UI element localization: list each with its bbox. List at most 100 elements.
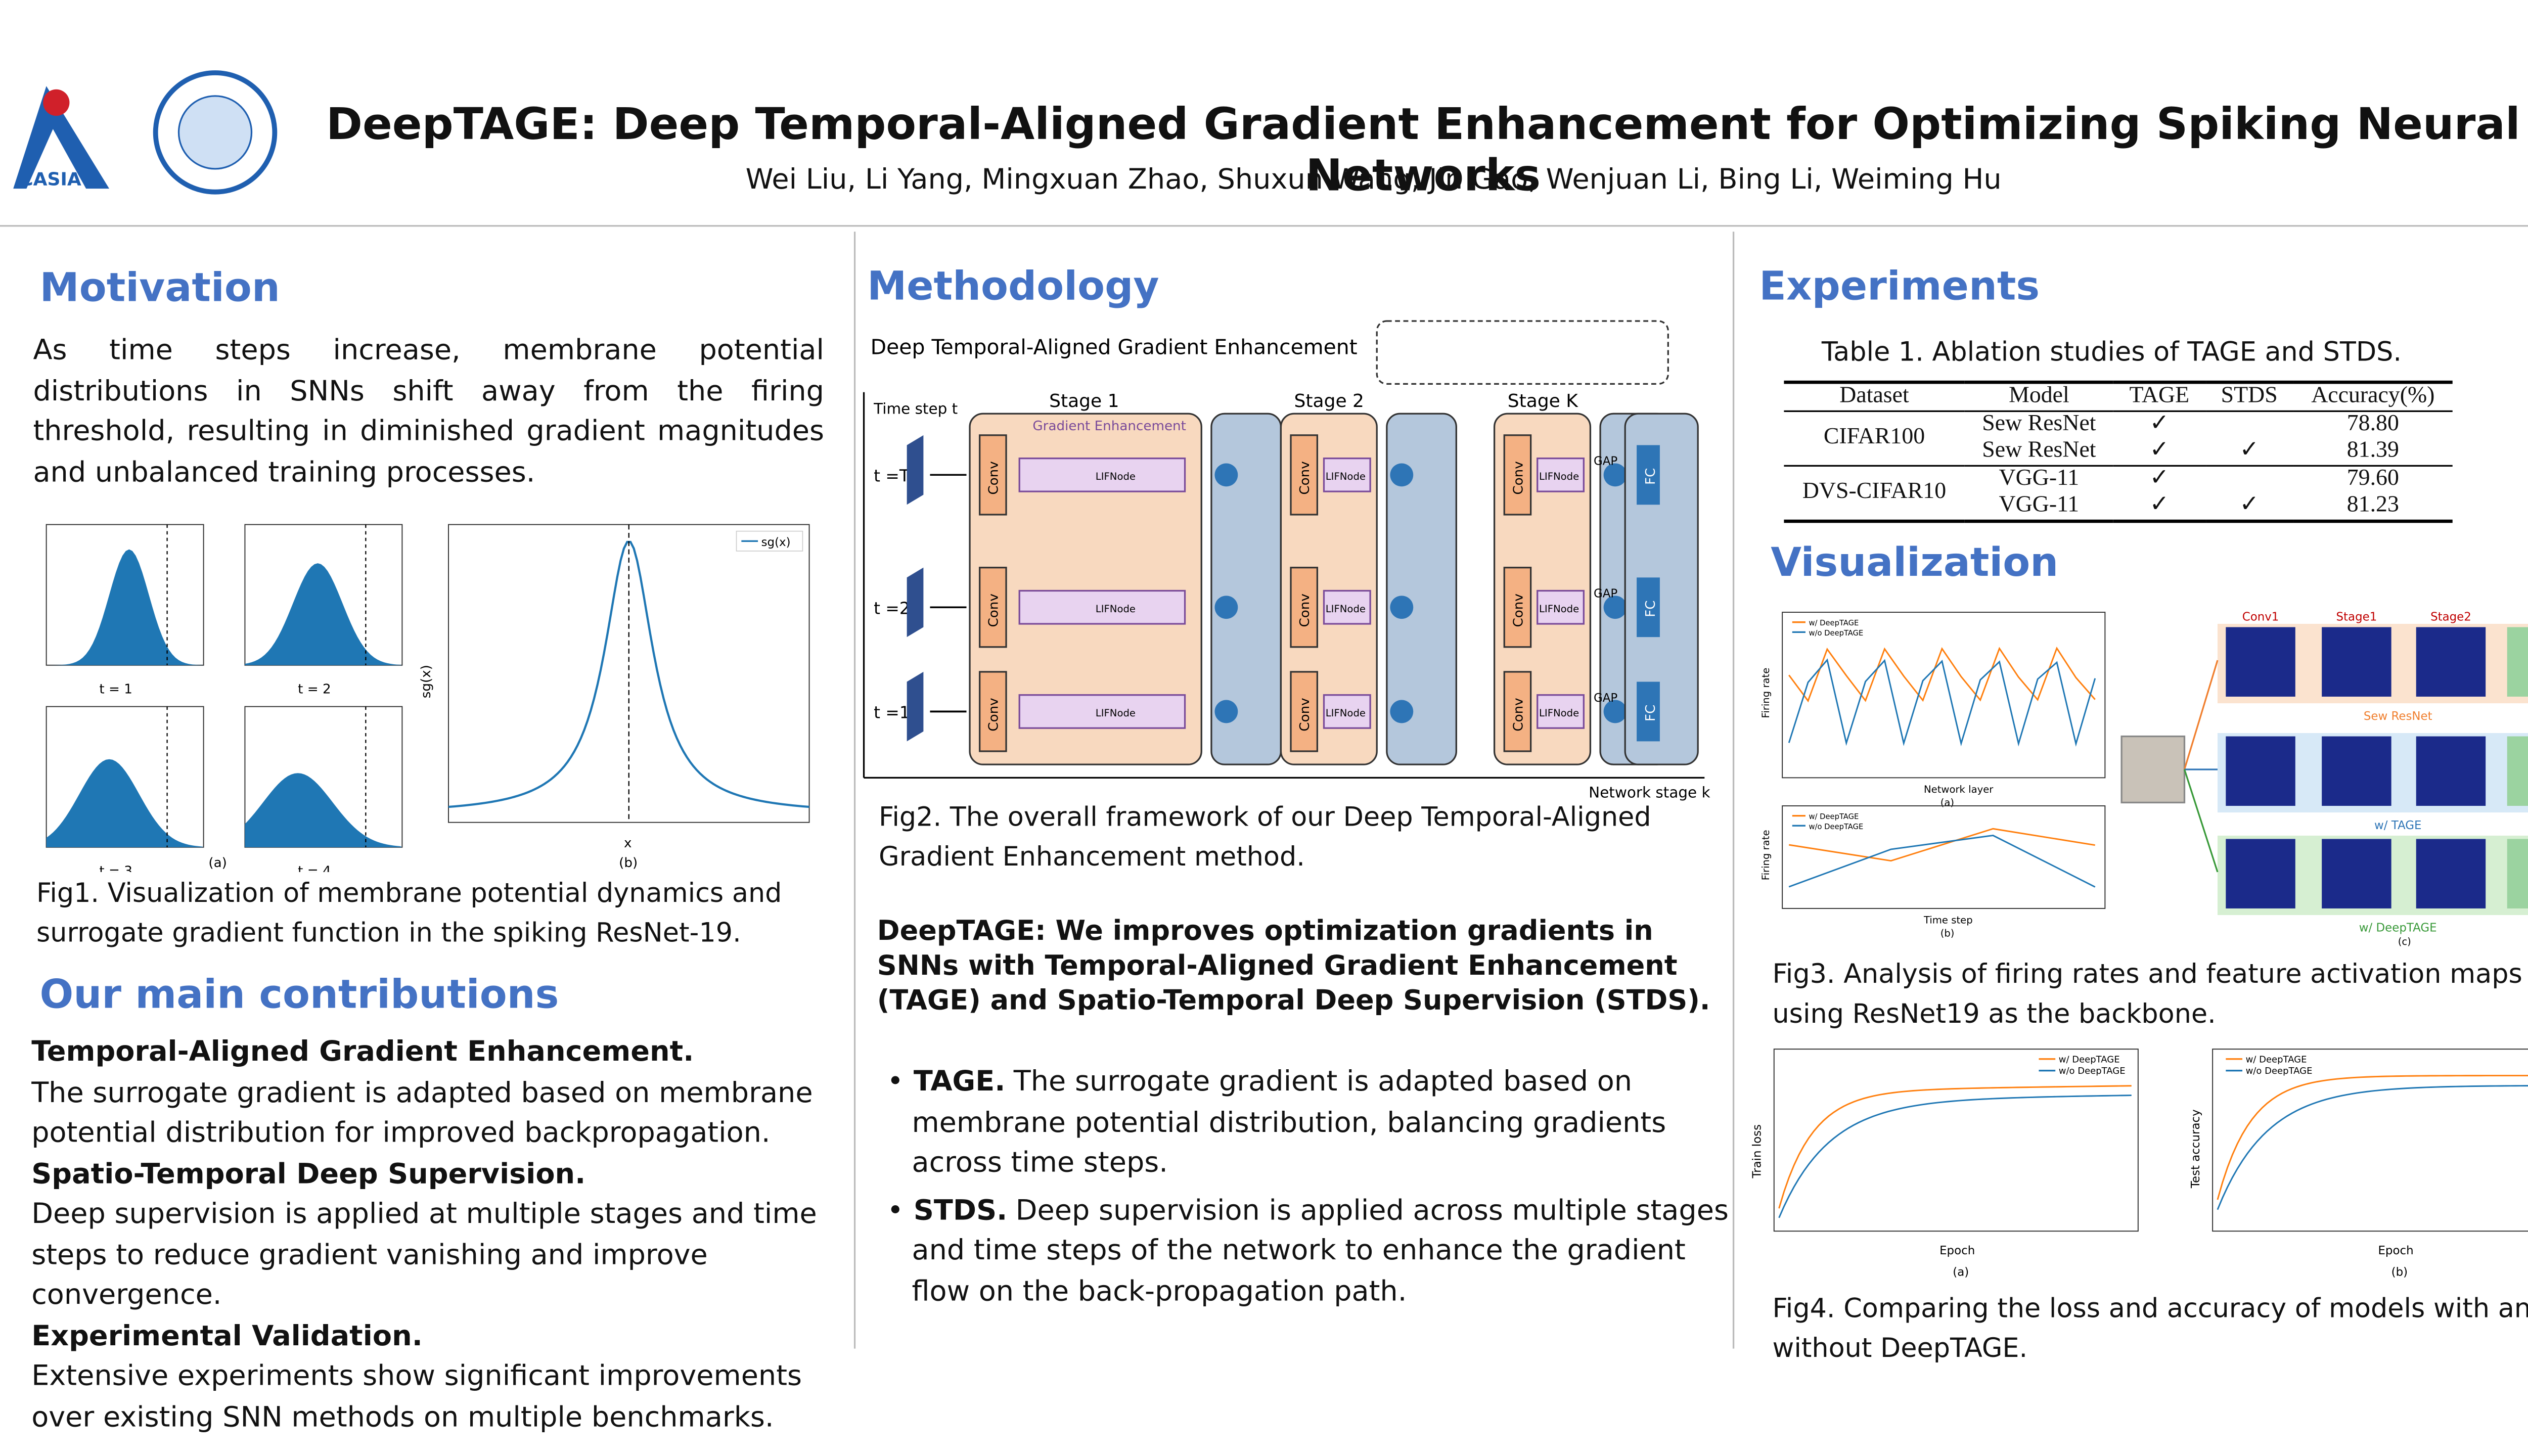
section-heading: Experiments: [1759, 263, 2040, 310]
conv-label: Conv: [986, 461, 1002, 494]
node: [1537, 458, 1585, 492]
logos: CASIA: [13, 70, 278, 195]
figure-2: Deep Temporal-Aligned Gradient Enhanceme…: [863, 320, 1710, 801]
fc-box: [1624, 413, 1699, 765]
panel-label: t = 1: [99, 681, 132, 697]
conv: [979, 567, 1007, 648]
node-label: LIFNode: [1539, 603, 1579, 615]
column-label: Stage1: [2336, 610, 2377, 623]
cell-model: VGG-11: [1999, 493, 2080, 518]
subfig-label: (c): [2398, 936, 2411, 947]
fc: [1637, 445, 1660, 505]
activation-map: [2416, 736, 2486, 806]
line: [1788, 646, 2096, 703]
stage-label: Stage 2: [1294, 391, 1364, 412]
axis-label: Epoch: [2378, 1244, 2413, 1257]
axis-label: Time step t: [873, 400, 958, 417]
cell-stds: ✓: [2239, 438, 2259, 464]
caption: Fig1. Visualization of membrane potentia…: [36, 877, 782, 948]
histogram: [245, 563, 402, 665]
conv-label: Conv: [1297, 594, 1313, 627]
node-label: LIFNode: [1326, 603, 1366, 615]
conv-label: Conv: [1511, 698, 1526, 731]
node: [1537, 589, 1585, 625]
cell-accuracy: 79.60: [2346, 467, 2399, 492]
stage-label: Stage 1: [1049, 391, 1119, 412]
divider: [0, 225, 2528, 227]
table-caption: Table 1. Ablation studies of TAGE and ST…: [1821, 336, 2402, 368]
item-text: Deep supervision is applied at multiple …: [31, 1198, 817, 1312]
axis-label: Epoch: [1939, 1244, 1975, 1257]
figure-1: t = 1 t = 2 t = 3 t = 4 (a) sg(x) x sg(x) (b): [46, 524, 810, 872]
time-label: t =1: [874, 703, 910, 722]
cell-tage: ✓: [2149, 493, 2170, 518]
legend-label: w/o DeepTAGE: [1809, 823, 1863, 831]
gap-label: GAP: [1594, 692, 1617, 705]
conv-label: Conv: [986, 698, 1002, 731]
axis-label: Train loss: [1751, 1124, 1764, 1179]
curve: [2217, 1085, 2528, 1210]
arrow: [2183, 769, 2219, 873]
node-label: LIFNode: [1096, 603, 1136, 615]
title: DeepTAGE: Deep Temporal-Aligned Gradient…: [326, 99, 2520, 202]
item-title: Temporal-Aligned Gradient Enhancement.: [31, 1035, 694, 1069]
cell-tage: ✓: [2149, 412, 2170, 437]
gap-label: GAP: [1594, 455, 1617, 468]
g-node: [1214, 463, 1238, 487]
legend-label: w/ DeepTAGE: [2246, 1054, 2307, 1065]
cell-stds: ✓: [2239, 493, 2259, 518]
line: [1788, 658, 2096, 747]
fc: [1637, 577, 1660, 638]
legend-label: w/o DeepTAGE: [2059, 1066, 2126, 1076]
column-label: Stage2: [2430, 610, 2471, 623]
section-heading: Methodology: [867, 263, 1159, 310]
g-node: [1390, 700, 1414, 723]
legend-label: w/ DeepTAGE: [1809, 812, 1859, 821]
conv-label: Conv: [1511, 594, 1526, 627]
axis-label: Network layer: [1924, 784, 1994, 795]
conv: [1503, 567, 1532, 648]
fc-label: FC: [1643, 468, 1658, 485]
panel-label: t = 2: [298, 681, 331, 697]
g-node: [1603, 463, 1627, 487]
input: [907, 671, 924, 742]
axis-label: x: [624, 836, 632, 851]
cell-tage: ✓: [2149, 467, 2170, 492]
bullet-dot: •: [887, 1065, 904, 1099]
stage-box: [969, 413, 1202, 765]
panel-label: t = 3: [99, 863, 132, 872]
curve: [2217, 1075, 2528, 1200]
divider: [1732, 232, 1735, 1349]
node: [1537, 694, 1585, 729]
curve: [1778, 1095, 2132, 1218]
cell-model: VGG-11: [1999, 467, 2080, 492]
section-heading: Our main contributions: [39, 971, 559, 1018]
bullet: • TAGE. The surrogate gradient is adapted …: [877, 1062, 1730, 1184]
curve: [1778, 1085, 2132, 1209]
axis-label: Time step: [1923, 914, 1973, 926]
conv: [1290, 567, 1319, 648]
subfig-label: (b): [619, 855, 638, 871]
activation-map: [2507, 627, 2528, 697]
axes: [1782, 805, 2106, 909]
node: [1323, 694, 1371, 729]
section-heading: Motivation: [39, 264, 280, 311]
axis-label: Test accuracy: [2189, 1109, 2202, 1189]
caption: Fig3. Analysis of firing rates and featu…: [1772, 958, 2522, 1029]
gap-label: GAP: [1594, 587, 1617, 601]
loss-box: [1376, 320, 1669, 385]
axes: [1773, 1049, 2139, 1232]
item-title: Spatio-Temporal Deep Supervision.: [31, 1157, 586, 1191]
activation-map: [2507, 736, 2528, 806]
node-label: LIFNode: [1539, 471, 1579, 482]
panel-label: t = 4: [298, 863, 331, 872]
node: [1323, 458, 1371, 492]
row-label: Sew ResNet: [2364, 710, 2432, 723]
histogram: [46, 549, 204, 665]
bullet-term: STDS.: [913, 1194, 1008, 1227]
bullet-text: The surrogate gradient is adapted based …: [912, 1065, 1666, 1180]
subfig-label: (a): [1940, 797, 1954, 808]
line: [1788, 834, 2096, 888]
